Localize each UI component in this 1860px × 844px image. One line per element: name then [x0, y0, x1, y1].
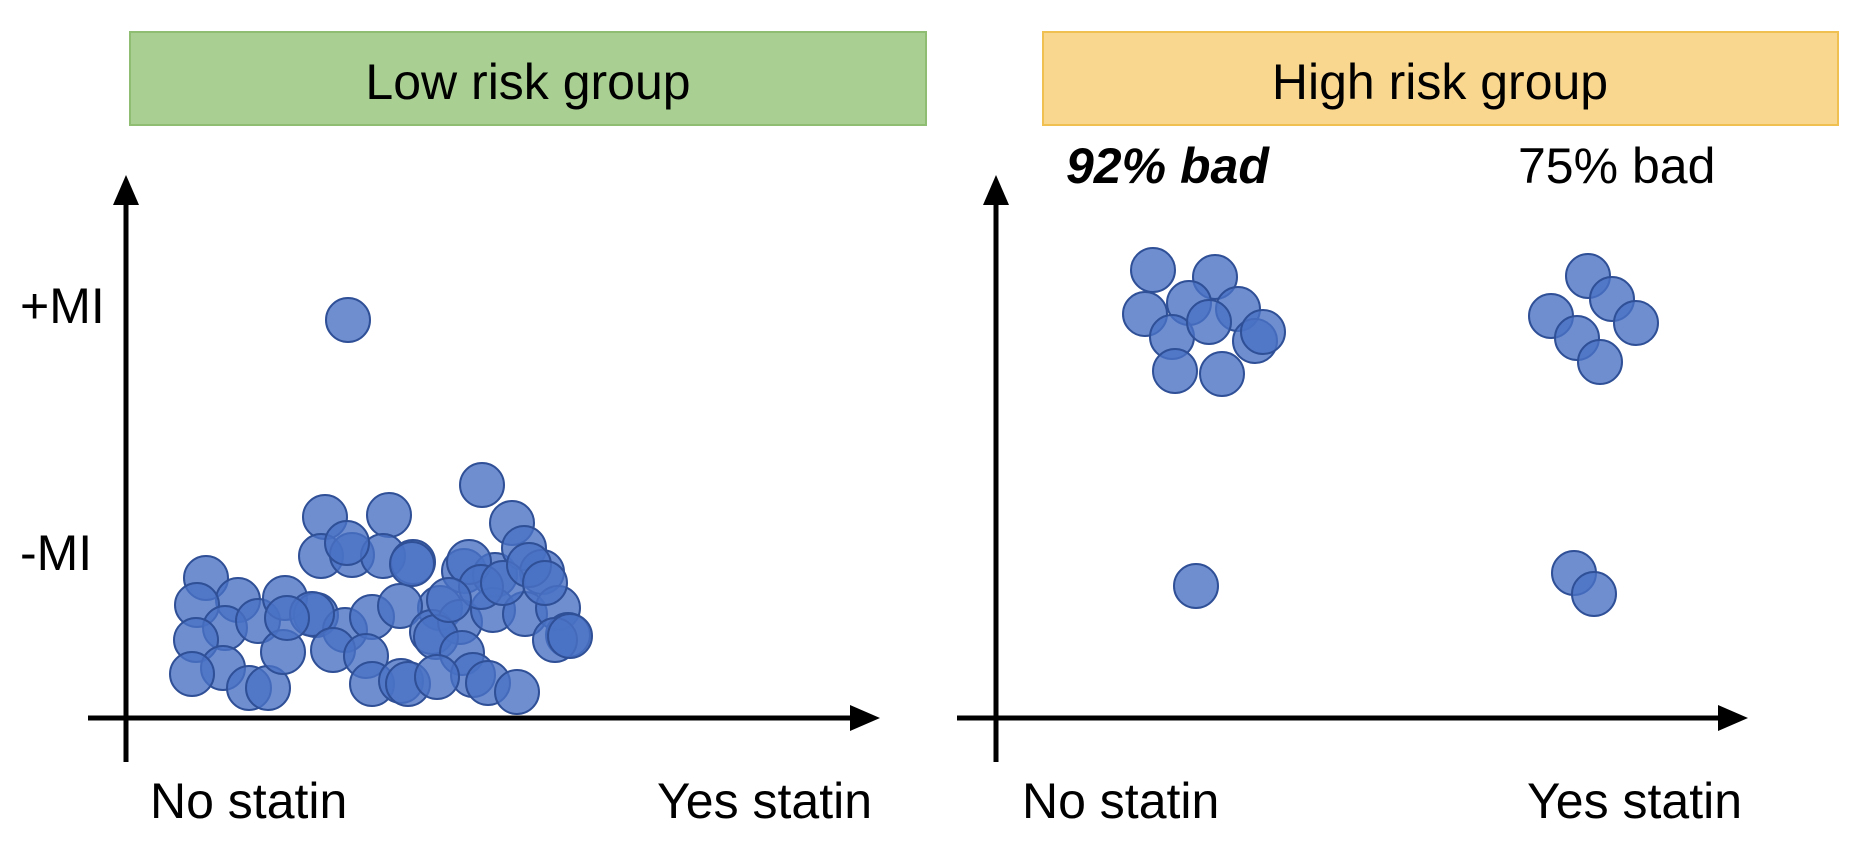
high-yes-statin-minus-mi-dot-2 [1571, 571, 1617, 617]
low-minus-mi-dot-46 [547, 613, 593, 659]
low-risk-title: Low risk group [365, 54, 690, 110]
high-x-axis-arrowhead [1718, 705, 1748, 731]
low-minus-mi-dot-44 [494, 669, 540, 715]
high-no-statin-plus-mi-dot-9 [1240, 309, 1286, 355]
high-risk-banner [1042, 31, 1839, 126]
low-minus-mi-dot-54 [426, 577, 472, 623]
high-yes-statin-plus-mi-dot-4 [1613, 300, 1659, 346]
low-minus-mi-dot-50 [324, 520, 370, 566]
low-x-label-no-statin: No statin [150, 773, 347, 829]
high-yes-statin-plus-mi-dot-6 [1577, 339, 1623, 385]
low-y-axis-arrowhead [113, 175, 139, 205]
annotation-92-bad: 92% bad [1066, 138, 1270, 194]
low-minus-mi-dot-1 [459, 462, 505, 508]
y-tick-plus-mi: +MI [20, 278, 105, 334]
high-y-axis-arrowhead [983, 175, 1009, 205]
low-minus-mi-dot-47 [169, 651, 215, 697]
low-plus-mi-dot-1 [325, 297, 371, 343]
low-minus-mi-dot-23 [377, 583, 423, 629]
panel-low-risk: Low risk group +MI -MI No statin Yes sta… [20, 31, 927, 829]
high-x-label-no-statin: No statin [1022, 773, 1219, 829]
high-no-statin-plus-mi-dot-11 [1199, 351, 1245, 397]
high-risk-title: High risk group [1272, 54, 1608, 110]
y-tick-minus-mi: -MI [20, 525, 92, 581]
low-minus-mi-dot-58 [414, 654, 460, 700]
low-dots [169, 297, 593, 715]
annotation-75-bad: 75% bad [1518, 138, 1715, 194]
low-minus-mi-dot-56 [264, 595, 310, 641]
high-dots [1122, 247, 1659, 617]
high-no-statin-plus-mi-dot-7 [1186, 299, 1232, 345]
panel-high-risk: High risk group 92% bad 75% bad No stati… [957, 31, 1839, 829]
high-no-statin-plus-mi-dot-1 [1130, 247, 1176, 293]
low-minus-mi-dot-55 [522, 560, 568, 606]
low-minus-mi-dot-3 [366, 492, 412, 538]
low-x-axis-arrowhead [850, 705, 880, 731]
low-x-label-yes-statin: Yes statin [657, 773, 872, 829]
low-risk-banner [129, 31, 927, 126]
low-minus-mi-dot-49 [389, 541, 435, 587]
high-no-statin-plus-mi-dot-10 [1152, 348, 1198, 394]
high-no-statin-minus-mi-dot-1 [1173, 563, 1219, 609]
high-x-label-yes-statin: Yes statin [1527, 773, 1742, 829]
